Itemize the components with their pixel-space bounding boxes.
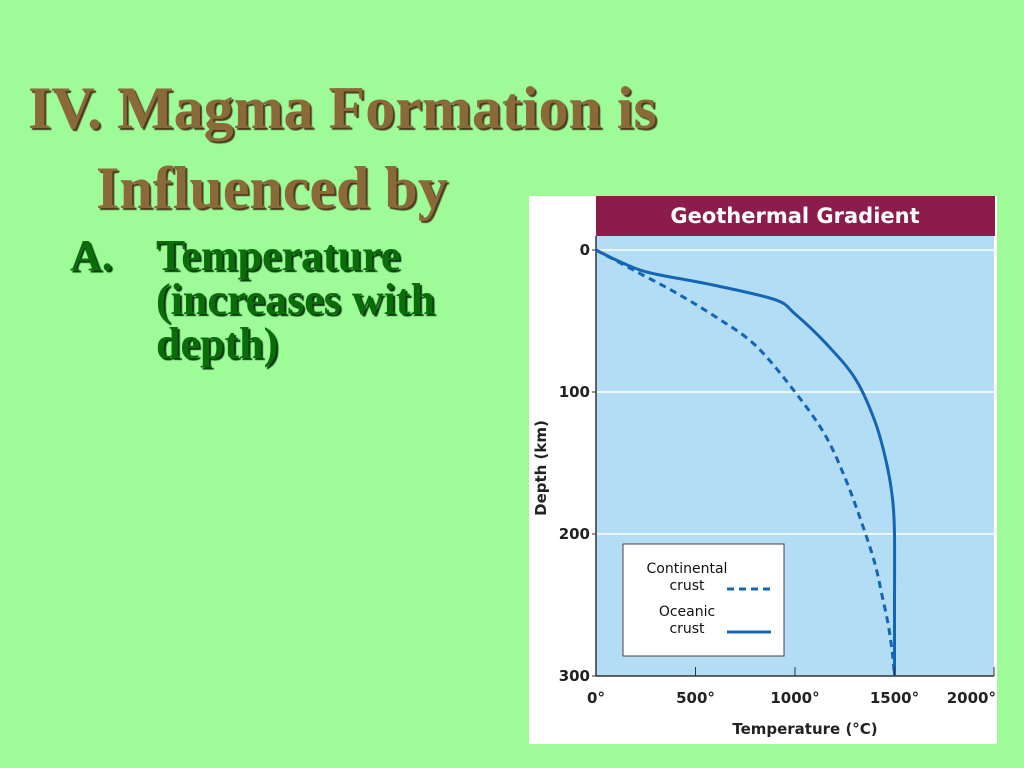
slide-title-line2: Influenced by	[96, 155, 448, 221]
y-tick-label: 200	[559, 525, 590, 543]
x-tick-label: 1000°	[770, 689, 819, 707]
chart-title: Geothermal Gradient	[670, 204, 919, 228]
y-tick-label: 300	[559, 667, 590, 685]
slide-title: IV. Magma Formation is Influenced by	[28, 68, 828, 228]
slide-title-line1: IV. Magma Formation is	[28, 75, 657, 141]
y-tick-label: 0	[580, 241, 590, 259]
geothermal-chart: Geothermal Gradient 0 100 200 300 0° 500° 1000…	[532, 196, 996, 738]
legend-oceanic-line1: Oceanic	[659, 604, 715, 620]
bullet-marker: A.	[70, 231, 113, 280]
legend: Continental crust Oceanic crust	[622, 543, 785, 657]
x-tick-label: 2000°	[947, 689, 996, 707]
legend-oceanic-line2: crust	[669, 621, 705, 637]
header-bar	[596, 196, 995, 236]
x-tick-label: 500°	[676, 689, 715, 707]
bullet-text: Temperature (increases with depth)	[156, 231, 436, 368]
x-tick-label: 0°	[587, 689, 605, 707]
y-axis-label: Depth (km)	[532, 420, 550, 516]
legend-box	[622, 543, 785, 657]
legend-continental-line1: Continental	[647, 561, 728, 577]
geothermal-figure: Geothermal Gradient 0 100 200 300 0° 500° 1000…	[529, 196, 997, 744]
x-tick-label: 1500°	[870, 689, 919, 707]
y-tick-label: 100	[559, 383, 590, 401]
legend-continental-line2: crust	[669, 578, 705, 594]
x-axis-label: Temperature (°C)	[732, 720, 877, 738]
oceanic-crust-curve	[595, 248, 897, 676]
